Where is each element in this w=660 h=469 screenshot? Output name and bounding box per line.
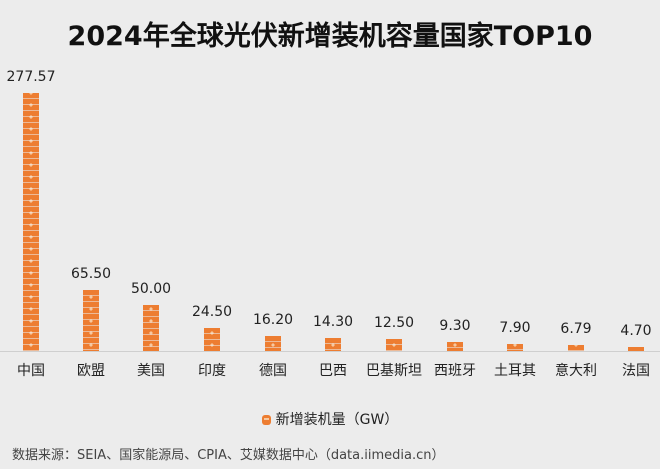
bar-group: 277.57 中国 bbox=[1, 0, 61, 469]
bar-group: 4.70 法国 bbox=[606, 0, 660, 469]
value-label: 277.57 bbox=[6, 69, 56, 85]
value-label: 50.00 bbox=[130, 281, 172, 297]
bar-group: 9.30 西班牙 bbox=[425, 0, 485, 469]
category-label: 西班牙 bbox=[434, 363, 476, 379]
value-label: 12.50 bbox=[373, 315, 415, 331]
value-label: 65.50 bbox=[70, 266, 112, 282]
pictograph-bar bbox=[142, 305, 160, 351]
category-label: 德国 bbox=[259, 363, 287, 379]
bar-group: 50.00 美国 bbox=[121, 0, 181, 469]
bar-group: 65.50 欧盟 bbox=[61, 0, 121, 469]
data-source-note: 数据来源：SEIA、国家能源局、CPIA、艾媒数据中心（data.iimedia… bbox=[12, 448, 445, 463]
pictograph-bar bbox=[82, 290, 100, 351]
category-label: 印度 bbox=[198, 363, 226, 379]
bar-group: 16.20 德国 bbox=[243, 0, 303, 469]
legend: 新增装机量（GW） bbox=[0, 409, 660, 429]
value-label: 16.20 bbox=[252, 312, 294, 328]
category-label: 巴基斯坦 bbox=[366, 363, 422, 379]
pictograph-bar bbox=[446, 342, 464, 351]
pictograph-bar bbox=[264, 336, 282, 351]
category-label: 美国 bbox=[137, 363, 165, 379]
pictograph-bar bbox=[22, 93, 40, 351]
pictograph-bar bbox=[567, 345, 585, 351]
legend-label: 新增装机量（GW） bbox=[275, 412, 399, 428]
pictograph-bar bbox=[627, 347, 645, 351]
bar-group: 24.50 印度 bbox=[182, 0, 242, 469]
bar-group: 14.30 巴西 bbox=[303, 0, 363, 469]
solar-unit-icon bbox=[261, 415, 271, 425]
x-axis-line bbox=[0, 351, 660, 352]
category-label: 意大利 bbox=[555, 363, 597, 379]
bar-group: 6.79 意大利 bbox=[546, 0, 606, 469]
chart-title: 2024年全球光伏新增装机容量国家TOP10 bbox=[67, 21, 593, 52]
value-label: 14.30 bbox=[312, 314, 354, 330]
pictograph-bar bbox=[324, 338, 342, 351]
value-label: 4.70 bbox=[620, 323, 652, 339]
pictograph-bar bbox=[506, 344, 524, 351]
category-label: 巴西 bbox=[319, 363, 347, 379]
bar-group: 12.50 巴基斯坦 bbox=[364, 0, 424, 469]
category-label: 法国 bbox=[622, 363, 650, 379]
bar-group: 7.90 土耳其 bbox=[485, 0, 545, 469]
value-label: 24.50 bbox=[191, 304, 233, 320]
value-label: 6.79 bbox=[560, 321, 592, 337]
category-label: 欧盟 bbox=[77, 363, 105, 379]
value-label: 9.30 bbox=[439, 318, 471, 334]
category-label: 土耳其 bbox=[494, 363, 536, 379]
value-label: 7.90 bbox=[499, 320, 531, 336]
pictograph-bar bbox=[203, 328, 221, 351]
pictograph-bar bbox=[385, 339, 403, 351]
category-label: 中国 bbox=[17, 363, 45, 379]
